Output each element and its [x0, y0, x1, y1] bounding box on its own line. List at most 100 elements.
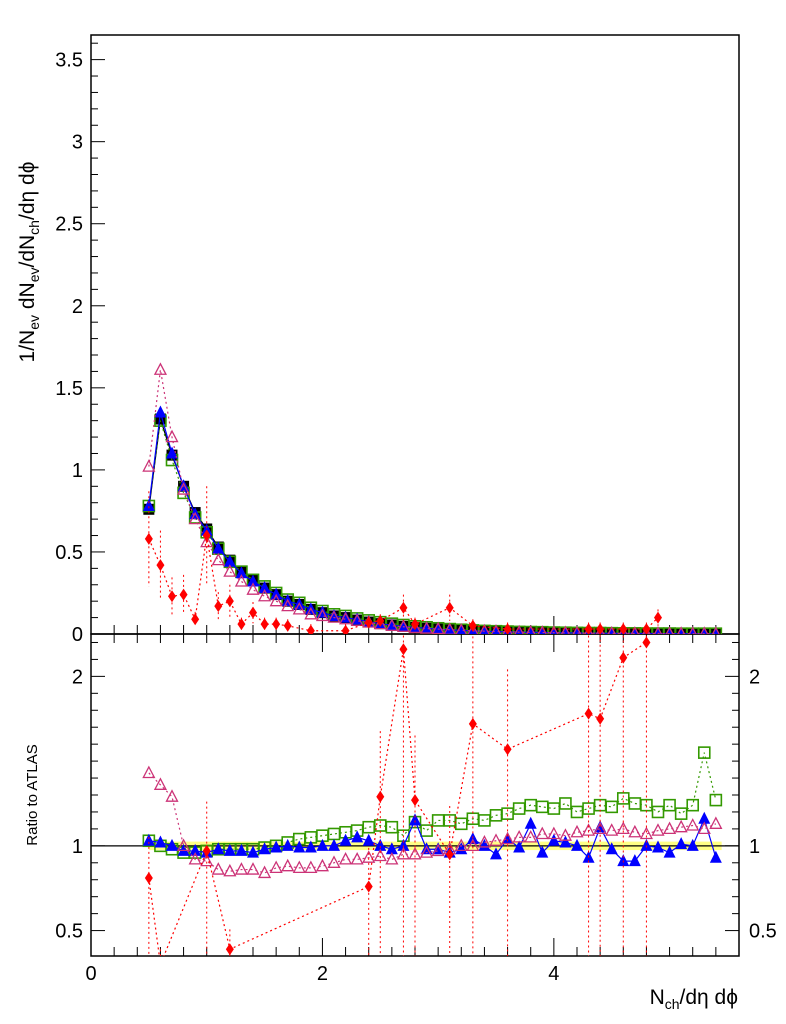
data-point-blue	[270, 840, 283, 853]
y-axis-label-part: ch	[26, 220, 42, 235]
data-point-green	[570, 805, 584, 819]
data-point-pink	[537, 625, 547, 634]
ratio-y-tick-label: 1	[72, 836, 83, 858]
y-axis-label-part: dN	[16, 282, 39, 315]
data-point-pink	[662, 821, 677, 835]
data-point-blue	[686, 838, 699, 851]
data-point-pink	[639, 826, 654, 840]
data-point-blue	[490, 847, 502, 860]
data-point-blue	[663, 845, 676, 858]
data-point-pink	[350, 851, 364, 865]
data-point-green	[663, 798, 676, 812]
y-axis-label-part: 1/N	[16, 330, 39, 363]
data-point-pink	[292, 601, 306, 615]
data-point-blue	[571, 838, 583, 851]
data-point-pink	[211, 552, 225, 566]
data-point-blue	[258, 842, 271, 855]
data-point-pink	[570, 824, 584, 838]
data-point-green	[385, 820, 399, 834]
data-point-pink	[385, 851, 399, 865]
data-point-green	[697, 746, 711, 759]
main-y-tick-label: 0	[72, 624, 83, 646]
data-point-blue	[247, 574, 259, 587]
data-point-green	[431, 814, 445, 827]
data-point-red	[503, 743, 512, 756]
data-point-blue	[478, 838, 491, 851]
data-point-green	[362, 820, 376, 834]
main-panel-marks	[142, 362, 723, 634]
data-point-pink	[651, 823, 665, 836]
x-axis-label-part: /dη dϕ	[680, 986, 738, 1009]
data-point-blue	[479, 624, 490, 634]
data-point-red	[214, 600, 223, 613]
y-axis-label-part: /dη dϕ	[16, 162, 39, 220]
data-point-red	[584, 707, 593, 720]
data-point-pink	[350, 613, 364, 627]
main-series-line	[148, 369, 716, 634]
data-point-pink	[431, 843, 445, 857]
data-point-pink	[338, 851, 353, 865]
x-axis-label-part: ch	[665, 996, 680, 1012]
data-point-pink	[512, 829, 526, 843]
data-point-pink	[153, 777, 168, 790]
main-y-tick-label: 2	[72, 296, 83, 318]
data-point-blue	[397, 619, 410, 632]
data-point-pink	[443, 622, 456, 634]
data-point-green	[512, 802, 526, 815]
data-point-blue	[316, 838, 329, 851]
data-point-pink	[269, 860, 283, 874]
data-point-blue	[166, 446, 178, 459]
data-point-pink	[467, 623, 479, 634]
main-frame	[90, 34, 740, 635]
data-point-pink	[558, 828, 573, 841]
data-point-red	[144, 532, 153, 545]
data-point-blue	[617, 854, 630, 867]
data-point-pink	[688, 626, 697, 634]
data-point-pink	[211, 862, 225, 875]
data-point-pink	[396, 846, 411, 860]
data-point-blue	[212, 842, 225, 855]
data-point-pink	[362, 850, 376, 863]
ratio-y-tick-label: 2	[72, 666, 83, 688]
data-point-pink	[524, 829, 538, 843]
data-point-pink	[373, 616, 387, 630]
data-point-pink	[709, 816, 723, 829]
data-point-pink	[257, 588, 272, 602]
data-point-red	[202, 529, 211, 542]
data-point-blue	[362, 833, 375, 846]
data-point-blue	[154, 835, 167, 848]
main-y-tick-label: 2.5	[55, 214, 83, 236]
data-point-pink	[234, 574, 249, 587]
main-series-line	[148, 420, 716, 634]
data-point-pink	[188, 851, 202, 865]
data-point-red	[202, 844, 211, 857]
data-point-pink	[628, 824, 642, 838]
data-point-pink	[525, 624, 536, 634]
data-point-pink	[607, 625, 616, 634]
ratio-y-tick-label-right: 2	[749, 666, 760, 688]
data-point-pink	[338, 611, 353, 625]
data-point-blue	[304, 840, 317, 853]
data-point-pink	[419, 845, 434, 858]
main-series-line	[148, 412, 716, 634]
data-point-blue	[154, 405, 167, 418]
data-point-pink	[315, 608, 330, 622]
data-point-pink	[176, 838, 191, 851]
data-point-green	[420, 824, 433, 837]
data-point-green	[686, 798, 700, 812]
data-point-pink	[514, 624, 524, 634]
data-point-pink	[223, 564, 237, 577]
data-point-blue	[235, 843, 248, 856]
data-point-blue	[455, 842, 468, 855]
data-point-blue	[328, 838, 340, 851]
data-point-pink	[605, 823, 619, 836]
data-point-pink	[560, 625, 570, 634]
data-point-pink	[479, 623, 490, 634]
data-point-blue	[142, 833, 155, 846]
data-point-pink	[616, 821, 630, 835]
main-series-line	[148, 418, 716, 634]
ratio-y-axis-label: Ratio to ATLAS	[24, 744, 41, 845]
data-point-blue	[374, 838, 387, 851]
data-point-red	[156, 559, 165, 572]
